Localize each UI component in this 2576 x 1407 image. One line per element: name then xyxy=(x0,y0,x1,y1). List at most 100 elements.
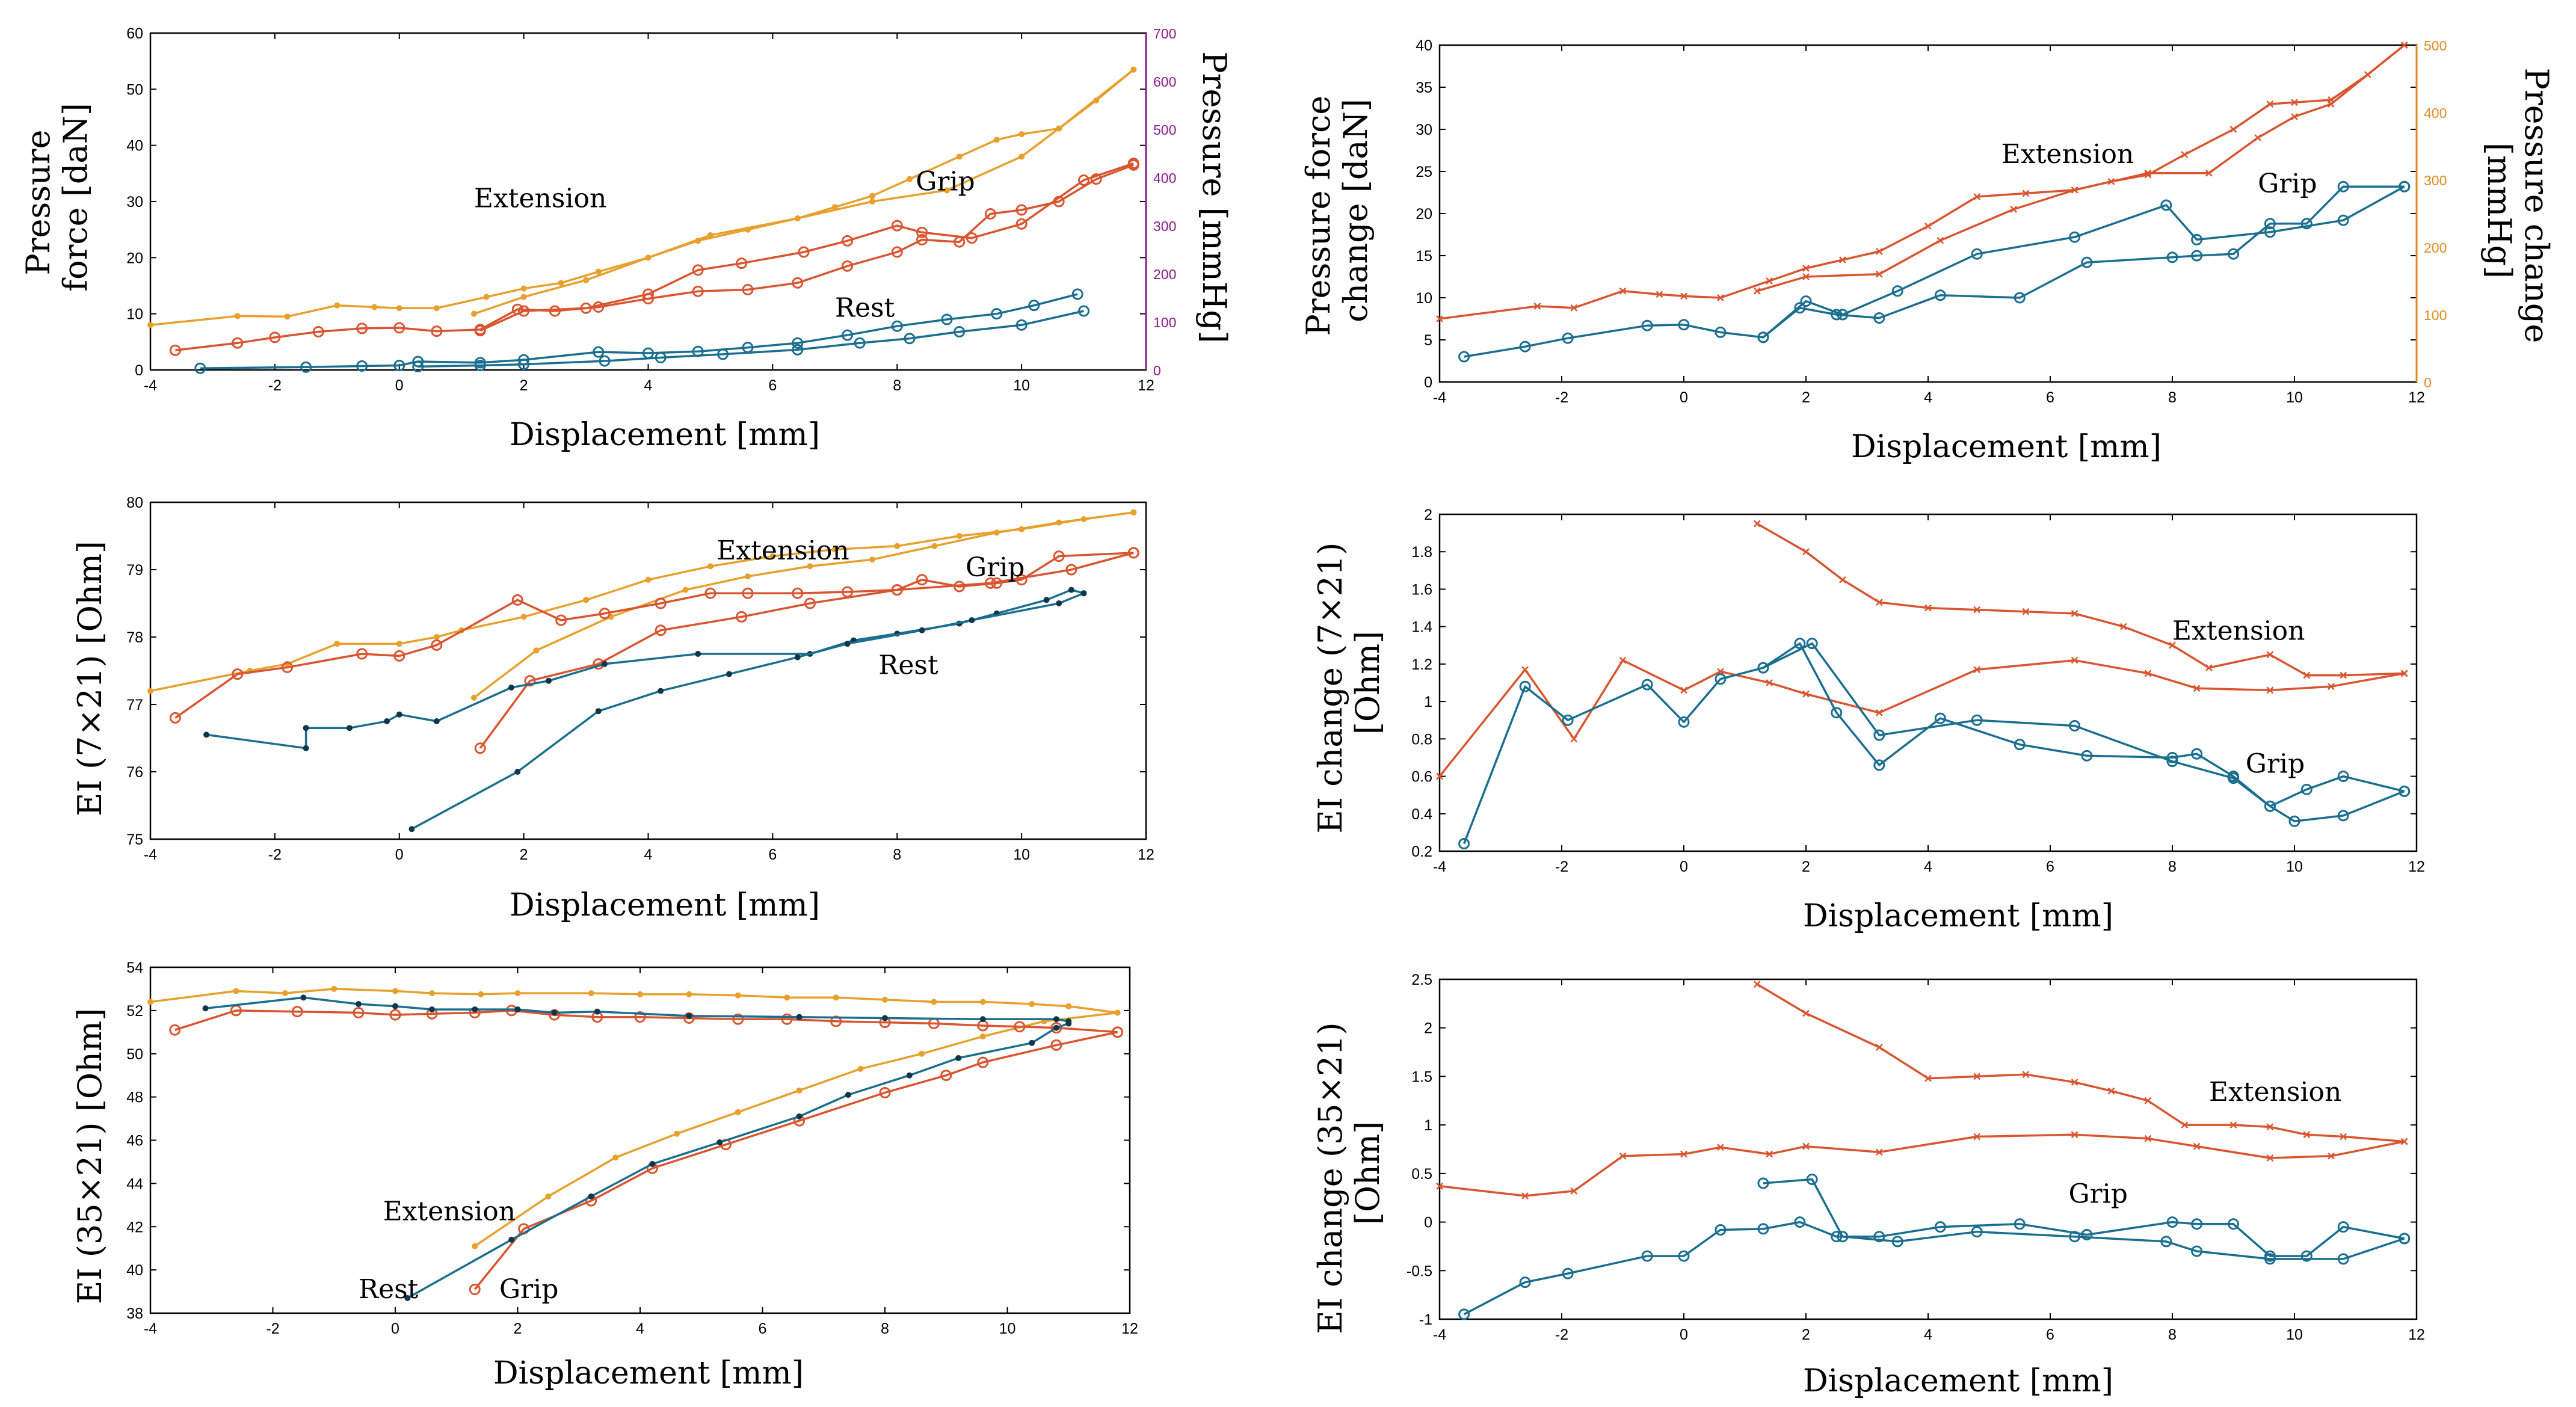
data-point xyxy=(334,641,340,647)
secondary-y-axis-label-line-2: [mmHg] xyxy=(2480,143,2518,279)
data-point xyxy=(956,153,963,160)
data-point xyxy=(796,1087,803,1094)
data-point xyxy=(984,577,996,589)
series-line xyxy=(150,511,1134,692)
data-point xyxy=(474,742,486,754)
data-point xyxy=(404,1295,411,1301)
data-point xyxy=(147,688,153,694)
series-extension-2 xyxy=(1436,1131,2408,1199)
data-point xyxy=(1619,287,1627,295)
data-point xyxy=(1934,289,1946,301)
data-point xyxy=(1794,302,1806,314)
series-line xyxy=(1439,1133,2405,1197)
data-point xyxy=(508,1236,515,1243)
data-point xyxy=(1973,193,1981,200)
data-point xyxy=(356,648,368,660)
data-point xyxy=(1436,772,1443,780)
data-point xyxy=(1015,218,1028,230)
data-point xyxy=(979,999,986,1005)
data-point xyxy=(845,1092,851,1098)
data-point xyxy=(588,990,594,997)
y-tick-label: 42 xyxy=(126,1219,143,1236)
data-point xyxy=(2205,664,2213,671)
chart-p6: -4 -2 0 2 4 6 8 10 12 -1 -0.5 0 0.5 1 1.5 2 2.5 Extension… xyxy=(1407,971,2425,1343)
data-point xyxy=(993,137,1000,143)
data-point xyxy=(282,661,294,673)
x-tick-label: -2 xyxy=(266,1320,279,1337)
data-point xyxy=(1973,1133,1981,1141)
data-point xyxy=(642,288,654,300)
data-point xyxy=(2337,1253,2349,1265)
data-point xyxy=(1029,1039,1035,1046)
data-point xyxy=(2300,783,2313,795)
data-point xyxy=(546,677,552,684)
data-point xyxy=(2228,1218,2239,1230)
y-tick-label: 80 xyxy=(126,494,143,511)
data-point xyxy=(1078,174,1090,186)
data-point xyxy=(2400,1138,2408,1145)
data-point xyxy=(2014,739,2026,751)
data-point xyxy=(1802,690,1810,698)
series-line xyxy=(1439,44,2405,320)
data-point xyxy=(1071,288,1083,300)
data-point xyxy=(1757,331,1769,343)
data-point xyxy=(551,1009,558,1016)
data-point xyxy=(2181,1121,2189,1129)
data-point xyxy=(1056,600,1062,606)
data-point xyxy=(1794,1216,1806,1228)
y-axis-label-line-1: EI change (35×21) xyxy=(1311,1022,1349,1334)
series-line xyxy=(473,1031,1118,1290)
x-tick-label: 6 xyxy=(2046,1326,2054,1343)
data-point xyxy=(1080,590,1087,597)
data-point xyxy=(312,326,324,338)
data-point xyxy=(511,594,523,606)
data-point xyxy=(674,1130,680,1137)
data-point xyxy=(704,587,716,599)
data-point xyxy=(202,1005,209,1012)
data-point xyxy=(478,991,484,997)
annotation-grip: Grip xyxy=(499,1274,558,1305)
series-extension-2 xyxy=(472,1009,1121,1249)
data-point xyxy=(347,725,353,731)
data-point xyxy=(2166,251,2178,263)
data-point xyxy=(599,608,611,620)
data-point xyxy=(1800,295,1812,307)
x-tick-label: 6 xyxy=(2046,858,2054,875)
data-point xyxy=(291,1006,303,1018)
annotation-extension: Extension xyxy=(383,1196,516,1227)
data-point xyxy=(2119,623,2127,630)
data-point xyxy=(1757,1177,1769,1189)
data-point xyxy=(1680,292,1687,300)
data-point xyxy=(796,1113,803,1119)
x-tick-label: 12 xyxy=(1138,846,1154,863)
data-point xyxy=(2291,99,2298,106)
series-grip-2 xyxy=(1757,1174,2411,1265)
x-tick-label: 4 xyxy=(644,377,653,394)
data-point xyxy=(1641,1250,1653,1262)
data-point xyxy=(2193,685,2201,692)
y-axis-label-line-2: change [daN] xyxy=(1337,99,1375,322)
x-tick-label: 0 xyxy=(391,1320,399,1337)
data-point xyxy=(1802,1009,1810,1017)
data-point xyxy=(396,711,402,718)
data-point xyxy=(393,650,405,662)
data-point xyxy=(686,991,692,997)
x-tick-label: 6 xyxy=(768,846,777,863)
x-tick-label: 10 xyxy=(2286,1326,2303,1343)
data-point xyxy=(726,671,732,677)
data-point xyxy=(1831,707,1843,719)
data-point xyxy=(331,985,337,992)
y-tick-label: 1.2 xyxy=(1411,656,1432,673)
series-line xyxy=(1757,44,2405,292)
series-rest xyxy=(203,587,1087,751)
data-point xyxy=(300,994,307,1001)
x-tick-label: 10 xyxy=(1013,377,1030,394)
data-point xyxy=(717,348,729,360)
y-tick-label: 40 xyxy=(126,138,143,155)
data-point xyxy=(891,584,903,596)
data-point xyxy=(2191,1245,2203,1257)
data-point xyxy=(1018,153,1025,160)
data-point xyxy=(1973,666,1981,674)
data-point xyxy=(433,718,440,724)
series-rest-2 xyxy=(412,305,1090,372)
